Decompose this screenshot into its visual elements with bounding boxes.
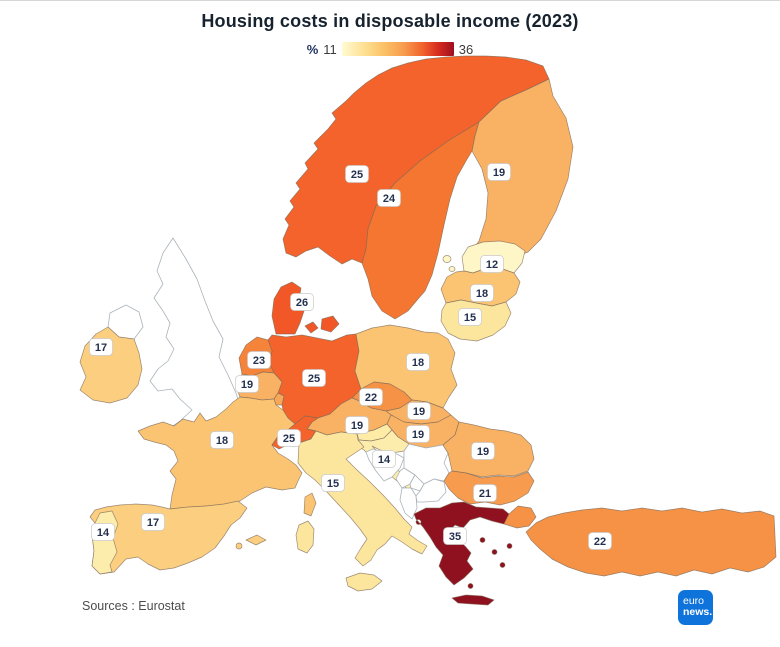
- value-badge: [458, 308, 482, 326]
- value-badge: [210, 431, 234, 449]
- value-badge: [345, 416, 369, 434]
- value-label-germany: 25: [302, 369, 326, 387]
- value-badge: [407, 402, 431, 420]
- value-badge: [247, 351, 271, 369]
- value-label-slovakia: 19: [407, 402, 431, 420]
- country-kosovo[interactable]: [409, 474, 425, 492]
- value-label-spain: 17: [141, 513, 165, 531]
- value-badge: [406, 353, 430, 371]
- legend-unit: %: [306, 41, 319, 57]
- color-legend: % 11 36: [0, 40, 780, 58]
- value-badge: [471, 442, 495, 460]
- value-label-czechia: 22: [359, 388, 383, 406]
- value-label-romania: 19: [471, 442, 495, 460]
- value-text: 22: [594, 536, 606, 548]
- value-badge: [141, 513, 165, 531]
- value-badge: [372, 450, 396, 468]
- country-north-macedonia[interactable]: [415, 478, 447, 503]
- value-badge: [302, 369, 326, 387]
- euronews-logo[interactable]: euro news.: [678, 590, 713, 625]
- value-badge: [290, 293, 314, 311]
- value-text: 25: [351, 169, 363, 181]
- value-text: 18: [216, 435, 228, 447]
- value-badge: [443, 527, 467, 545]
- value-label-netherlands: 23: [247, 351, 271, 369]
- value-text: 18: [476, 288, 488, 300]
- value-badge: [89, 338, 113, 356]
- value-text: 19: [493, 167, 505, 179]
- value-label-austria: 19: [345, 416, 369, 434]
- value-text: 14: [97, 527, 110, 539]
- value-text: 15: [464, 312, 476, 324]
- value-text: 19: [351, 420, 363, 432]
- value-badge: [377, 189, 401, 207]
- value-badge: [91, 523, 115, 541]
- value-label-france: 18: [210, 431, 234, 449]
- value-label-latvia: 18: [470, 284, 494, 302]
- value-label-turkey: 22: [588, 532, 612, 550]
- value-text: 19: [477, 446, 489, 458]
- value-text: 15: [327, 478, 339, 490]
- value-text: 35: [449, 531, 461, 543]
- value-badge: [345, 165, 369, 183]
- page-title: Housing costs in disposable income (2023…: [201, 11, 579, 31]
- value-label-sweden: 24: [377, 189, 401, 207]
- value-label-norway: 25: [345, 165, 369, 183]
- value-text: 19: [412, 429, 424, 441]
- value-text: 23: [253, 355, 265, 367]
- value-label-belgium: 19: [235, 375, 259, 393]
- country-denmark[interactable]: [271, 281, 340, 335]
- value-label-portugal: 14: [91, 523, 115, 541]
- value-text: 19: [413, 406, 425, 418]
- value-text: 24: [383, 193, 396, 205]
- value-badge: [487, 163, 511, 181]
- value-label-finland: 19: [487, 163, 511, 181]
- legend-min-value: 11: [323, 41, 337, 57]
- country-finland[interactable]: [471, 78, 574, 260]
- value-label-croatia: 14: [372, 450, 396, 468]
- value-badge: [277, 429, 301, 447]
- value-text: 18: [412, 357, 424, 369]
- value-badge: [480, 255, 504, 273]
- value-text: 17: [147, 517, 159, 529]
- value-badge: [235, 375, 259, 393]
- value-text: 22: [365, 392, 377, 404]
- value-badge: [359, 388, 383, 406]
- value-label-ireland: 17: [89, 338, 113, 356]
- source-note: Sources : Eurostat: [82, 599, 185, 613]
- value-text: 12: [486, 259, 498, 271]
- value-badge: [588, 532, 612, 550]
- value-badge: [470, 284, 494, 302]
- value-badge: [321, 474, 345, 492]
- value-label-poland: 18: [406, 353, 430, 371]
- value-label-switzerland: 25: [277, 429, 301, 447]
- euronews-logo-line1: euro: [683, 595, 705, 607]
- country-united-kingdom[interactable]: [107, 237, 242, 438]
- country-turkey[interactable]: [503, 505, 777, 577]
- legend-max-value: 36: [458, 41, 474, 57]
- value-badge: [406, 425, 430, 443]
- country-spain[interactable]: [89, 500, 267, 575]
- value-text: 21: [479, 488, 491, 500]
- value-label-bulgaria: 21: [473, 484, 497, 502]
- country-italy[interactable]: [295, 430, 428, 592]
- value-text: 19: [241, 379, 253, 391]
- legend-gradient-bar: [341, 42, 454, 56]
- value-text: 14: [378, 454, 391, 466]
- value-label-lithuania: 15: [458, 308, 482, 326]
- euronews-logo-line2: news.: [683, 605, 713, 618]
- value-label-italy: 15: [321, 474, 345, 492]
- value-text: 25: [308, 373, 320, 385]
- value-label-hungary: 19: [406, 425, 430, 443]
- value-label-greece: 35: [443, 527, 467, 545]
- value-text: 26: [296, 297, 308, 309]
- value-badge: [473, 484, 497, 502]
- country-greece[interactable]: [413, 501, 513, 606]
- value-label-estonia: 12: [480, 255, 504, 273]
- value-text: 25: [283, 433, 295, 445]
- value-text: 17: [95, 342, 107, 354]
- value-label-denmark: 26: [290, 293, 314, 311]
